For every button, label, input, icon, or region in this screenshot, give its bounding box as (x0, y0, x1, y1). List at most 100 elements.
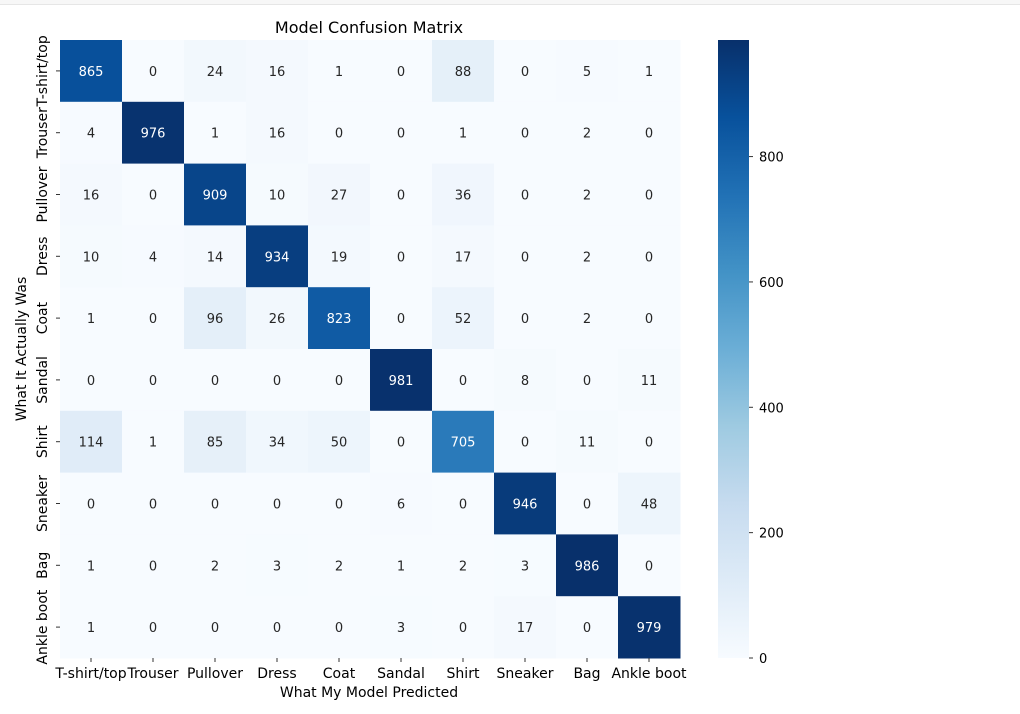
cell-value-label: 2 (583, 250, 591, 265)
heatmap-cell (122, 410, 185, 474)
cell-value-label: 0 (149, 374, 157, 389)
cell-value-label: 8 (521, 374, 529, 389)
heatmap-cell (184, 163, 247, 226)
heatmap-cell (432, 287, 495, 350)
x-tick-label-pullover: Pullover (187, 666, 243, 682)
heatmap-cell (494, 101, 557, 165)
y-tick-label-trouser: Trouser (35, 107, 51, 159)
heatmap-cell (556, 225, 619, 288)
heatmap-cell (60, 225, 123, 288)
cell-value-label: 1 (149, 436, 157, 451)
colorbar-tick-label: 0 (759, 652, 767, 667)
cell-value-label: 0 (397, 312, 405, 327)
heatmap-cell (370, 225, 433, 288)
colorbar-tick-label: 400 (759, 401, 784, 416)
heatmap-cell (370, 101, 433, 165)
heatmap-cell (246, 101, 309, 165)
heatmap-cell (122, 472, 185, 535)
heatmap-cell (618, 534, 681, 597)
heatmap-cell (246, 287, 309, 350)
cell-value-label: 0 (211, 374, 219, 389)
heatmap-cell (122, 349, 185, 412)
y-tick-label-ankle-boot: Ankle boot (35, 589, 51, 665)
cell-value-label: 0 (459, 498, 467, 513)
heatmap-cell (556, 163, 619, 226)
cell-value-label: 1 (87, 559, 95, 574)
heatmap-cell (556, 534, 619, 597)
cell-value-label: 0 (149, 559, 157, 574)
heatmap-cell (246, 163, 309, 226)
x-tick-labels: T-shirt/top Trouser Pullover Dress Coat Sanda… (54, 658, 687, 682)
cell-value-label: 0 (149, 312, 157, 327)
heatmap-cell (556, 596, 619, 659)
heatmap-cell (494, 163, 557, 226)
cell-value-label: 0 (273, 374, 281, 389)
cell-value-label: 0 (583, 621, 591, 636)
heatmap-cell (370, 287, 433, 350)
cell-value-label: 2 (583, 312, 591, 327)
cell-value-label: 4 (149, 250, 157, 265)
heatmap-cell (308, 101, 371, 165)
heatmap-cell (556, 101, 619, 165)
heatmap-cell (494, 40, 557, 103)
heatmap-cell (432, 349, 495, 412)
heatmap-cell (184, 349, 247, 412)
y-tick-label-sandal: Sandal (35, 356, 51, 404)
heatmap-cell (308, 410, 371, 474)
colorbar-gradient (718, 40, 749, 658)
cell-value-label: 26 (269, 312, 286, 327)
heatmap-cell (184, 287, 247, 350)
cell-value-label: 2 (211, 559, 219, 574)
x-tick-label-sneaker: Sneaker (497, 666, 554, 682)
heatmap-cell (60, 596, 123, 659)
cell-value-label: 0 (397, 189, 405, 204)
heatmap-cell (60, 287, 123, 350)
heatmap-cells: 865 0 24 16 1 0 88 0 5 14 976 1 16 0 0 1 0 2 016 0 909 10 27 0 3… (60, 40, 681, 659)
heatmap-cell (618, 225, 681, 288)
heatmap-cell (308, 534, 371, 597)
cell-value-label: 11 (641, 374, 658, 389)
heatmap-cell (184, 472, 247, 535)
heatmap-cell (432, 101, 495, 165)
cell-value-label: 0 (149, 65, 157, 80)
heatmap-cell (370, 349, 433, 412)
heatmap-cell (370, 596, 433, 659)
cell-value-label: 0 (645, 436, 653, 451)
heatmap-cell (494, 596, 557, 659)
y-tick-label-pullover: Pullover (35, 166, 51, 222)
heatmap-cell (184, 410, 247, 474)
cell-value-label: 48 (641, 498, 658, 513)
heatmap-cell (60, 472, 123, 535)
y-tick-label-coat: Coat (35, 301, 51, 334)
cell-value-label: 0 (149, 621, 157, 636)
heatmap-cell (432, 472, 495, 535)
cell-value-label: 2 (583, 127, 591, 142)
cell-value-label: 0 (273, 621, 281, 636)
cell-value-label: 0 (459, 621, 467, 636)
heatmap-cell (60, 101, 123, 165)
colorbar: 0 200 400 600 800 (718, 40, 784, 667)
cell-value-label: 1 (87, 312, 95, 327)
top-strip (0, 0, 1020, 5)
y-tick-label-t-shirt-top: T-shirt/top (35, 35, 51, 107)
heatmap-cell (494, 225, 557, 288)
heatmap-cell (370, 40, 433, 103)
y-tick-label-shirt: Shirt (35, 425, 51, 458)
cell-value-label: 10 (269, 189, 286, 204)
cell-value-label: 11 (579, 436, 596, 451)
heatmap-cell (308, 472, 371, 535)
y-axis-label: What It Actually Was (14, 277, 30, 422)
heatmap-cell (308, 349, 371, 412)
heatmap-cell (556, 40, 619, 103)
cell-value-label: 1 (211, 127, 219, 142)
cell-value-label: 17 (455, 250, 472, 265)
cell-value-label: 52 (455, 312, 472, 327)
heatmap-cell (184, 225, 247, 288)
heatmap-cell (60, 410, 123, 474)
cell-value-label: 10 (83, 250, 100, 265)
cell-value-label: 0 (521, 250, 529, 265)
heatmap-cell (122, 101, 185, 165)
heatmap-cell (432, 410, 495, 474)
